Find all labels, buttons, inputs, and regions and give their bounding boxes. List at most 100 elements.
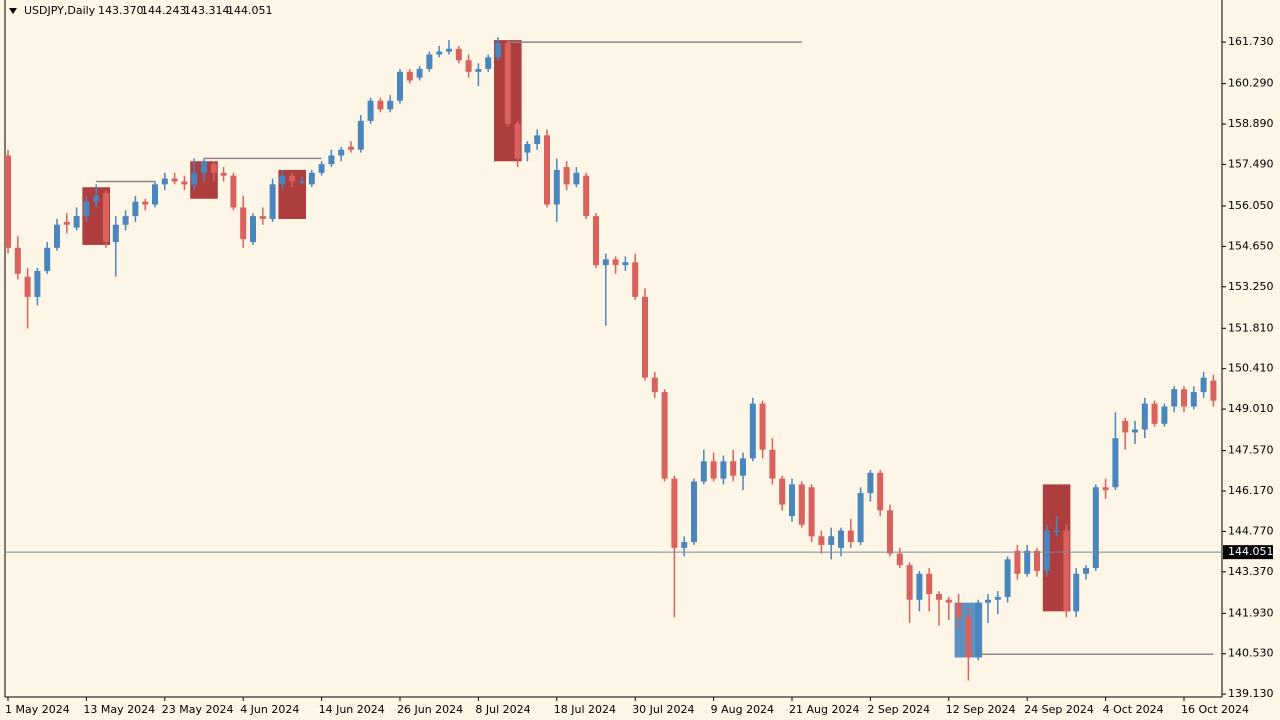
candle-body: [965, 617, 972, 658]
candle-body: [720, 461, 727, 479]
candle-body: [612, 259, 619, 266]
candle-body: [54, 224, 60, 248]
candle-body: [318, 164, 325, 173]
candle-body: [465, 60, 472, 72]
y-tick-label: 144.770: [1228, 524, 1274, 537]
candle-body: [1004, 559, 1011, 597]
y-tick-label: 158.890: [1228, 117, 1274, 130]
x-tick-label: 1 May 2024: [5, 703, 70, 716]
candle-body: [475, 68, 482, 72]
candle-body: [250, 216, 256, 243]
candle-body: [230, 175, 237, 208]
candle-body: [34, 270, 41, 297]
candle-body: [299, 181, 305, 183]
last-price-box: [1223, 545, 1273, 560]
candle-body: [142, 201, 149, 205]
candle-body: [740, 458, 746, 476]
y-tick-label: 160.290: [1228, 77, 1274, 90]
x-tick-label: 26 Jun 2024: [397, 703, 463, 716]
menu-arrow[interactable]: [9, 8, 17, 14]
candle-body: [994, 596, 1001, 600]
candle-body: [436, 51, 443, 55]
y-tick-label: 143.370: [1228, 565, 1274, 578]
x-tick-label: 23 May 2024: [162, 703, 234, 716]
candle-body: [1181, 389, 1187, 407]
y-tick-label: 147.570: [1228, 444, 1274, 457]
candle-body: [749, 403, 756, 459]
candle-body: [485, 57, 492, 69]
candle-body: [191, 172, 198, 185]
candle-body: [906, 565, 913, 600]
candle-body: [769, 449, 776, 479]
candle-body: [945, 599, 952, 603]
quote-value: 144.243: [141, 4, 187, 17]
x-tick-label: 30 Jul 2024: [632, 703, 694, 716]
candle-body: [573, 172, 580, 185]
candle-body: [210, 164, 217, 173]
candle-body: [93, 195, 100, 202]
candle-body: [1063, 530, 1070, 612]
x-tick-label: 13 May 2024: [83, 703, 155, 716]
candle-body: [269, 184, 276, 219]
y-tick-label: 154.650: [1228, 239, 1274, 252]
candle-body: [632, 262, 639, 297]
candle-body: [308, 172, 315, 185]
candle-body: [338, 149, 345, 156]
candle-body: [877, 472, 884, 511]
candle-body: [328, 155, 335, 165]
candle-body: [916, 573, 923, 600]
candle-body: [63, 221, 70, 225]
candle-body: [524, 143, 531, 153]
candle-body: [73, 216, 80, 228]
candle-body: [544, 135, 550, 205]
candle-body: [1132, 429, 1138, 433]
candle-body: [1073, 573, 1080, 612]
candle-body: [44, 247, 51, 271]
candle-body: [201, 161, 207, 173]
candle-body: [122, 216, 129, 225]
candle-body: [642, 296, 648, 378]
candle-body: [279, 175, 286, 185]
candle-body: [1161, 406, 1168, 424]
candle-body: [24, 276, 31, 297]
x-tick-label: 4 Jun 2024: [240, 703, 299, 716]
y-tick-label: 139.130: [1228, 687, 1274, 700]
candle-body: [936, 594, 942, 600]
candle-body: [289, 175, 296, 182]
candle-body: [1190, 392, 1197, 407]
candle-body: [730, 461, 737, 476]
candle-body: [789, 484, 795, 517]
x-tick-label: 21 Aug 2024: [789, 703, 859, 716]
candle-body: [798, 484, 805, 525]
candle-body: [1034, 550, 1040, 571]
candle-body: [985, 599, 991, 603]
candle-body: [534, 135, 541, 144]
candle-body: [161, 178, 168, 185]
y-tick-label: 141.930: [1228, 606, 1274, 619]
candle-body: [818, 536, 825, 545]
candle-body: [593, 216, 599, 266]
x-tick-label: 18 Jul 2024: [554, 703, 616, 716]
candle-body: [828, 536, 835, 545]
candle-body: [132, 201, 139, 217]
candle-body: [1171, 389, 1178, 407]
candle-body: [377, 100, 384, 110]
candle-body: [1122, 420, 1129, 433]
candle-body: [955, 602, 962, 618]
y-tick-label: 149.010: [1228, 402, 1274, 415]
y-tick-label: 150.410: [1228, 362, 1274, 375]
candle-body: [779, 478, 786, 505]
candle-body: [171, 178, 178, 182]
x-tick-label: 2 Sep 2024: [867, 703, 930, 716]
candle-body: [1112, 438, 1119, 488]
candle-body: [671, 478, 678, 548]
y-tick-label: 146.170: [1228, 484, 1274, 497]
candle-body: [83, 201, 90, 217]
candle-body: [357, 120, 364, 150]
candle-body: [1053, 530, 1060, 533]
candle-body: [348, 146, 354, 150]
last-price-label: 144.051: [1228, 545, 1274, 558]
candle-body: [857, 493, 864, 543]
